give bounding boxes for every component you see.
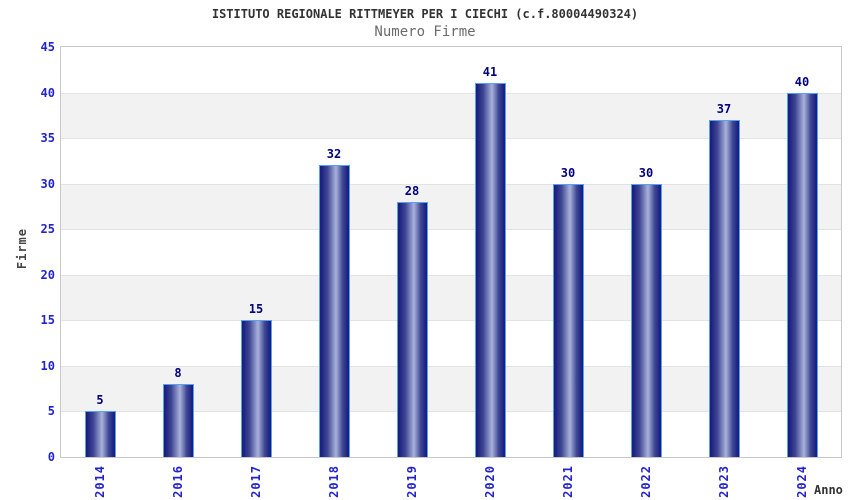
bar-value-label: 15: [248, 302, 264, 317]
x-axis-tick-label: 2017: [249, 465, 263, 498]
bar: [552, 183, 584, 457]
x-axis-tick-label: 2023: [717, 465, 731, 498]
y-axis-tick-label: 5: [47, 404, 55, 419]
bar: [786, 92, 818, 457]
bar-value-label: 41: [482, 65, 498, 80]
chart-subtitle: Numero Firme: [374, 24, 476, 40]
plot-area: 0 5 10 15 20 25 30 35 40 45 5 2014 8 2016 15 2017 32 2018…: [41, 40, 842, 498]
bar-value-label: 30: [638, 165, 654, 180]
x-axis-tick-label: 2016: [171, 465, 185, 498]
y-axis-tick-label: 40: [40, 85, 55, 100]
x-axis-tick-label: 2021: [561, 465, 575, 498]
bar-value-label: 30: [560, 165, 576, 180]
bar-value-label: 28: [404, 183, 420, 198]
bar: [240, 320, 272, 457]
x-axis-tick-label: 2022: [639, 465, 653, 498]
y-axis-tick-label: 10: [40, 358, 55, 373]
x-axis-tick-label: 2019: [405, 465, 419, 498]
bar-value-label: 5: [96, 393, 104, 408]
chart-title: ISTITUTO REGIONALE RITTMEYER PER I CIECH…: [211, 7, 639, 21]
y-axis-tick-label: 15: [40, 313, 55, 328]
bar: [318, 165, 350, 457]
y-axis-tick-label: 35: [40, 131, 55, 146]
x-axis-tick-label: 2020: [483, 465, 497, 498]
grid-band: [61, 92, 841, 139]
y-axis-tick-label: 30: [40, 176, 55, 191]
bar: [396, 201, 428, 457]
x-axis-title: Anno: [814, 483, 843, 497]
x-axis-tick-label: 2024: [795, 465, 809, 498]
y-axis-tick-label: 25: [40, 222, 55, 237]
y-axis-tick-label: 20: [40, 267, 55, 282]
bar-value-label: 8: [174, 366, 182, 381]
bar: [84, 411, 116, 457]
y-axis-tick-label: 45: [40, 40, 55, 54]
bar-value-label: 40: [794, 74, 810, 89]
y-axis-tick-label: 0: [47, 450, 55, 464]
bar: [162, 384, 194, 457]
bar: [630, 183, 662, 457]
x-axis-tick-label: 2014: [93, 465, 107, 498]
bar-value-label: 32: [326, 147, 342, 162]
grid-band: [61, 47, 841, 93]
bar-value-label: 37: [716, 101, 732, 116]
bar: [474, 83, 506, 457]
x-axis-tick-label: 2018: [327, 465, 341, 498]
bar: [708, 119, 740, 457]
